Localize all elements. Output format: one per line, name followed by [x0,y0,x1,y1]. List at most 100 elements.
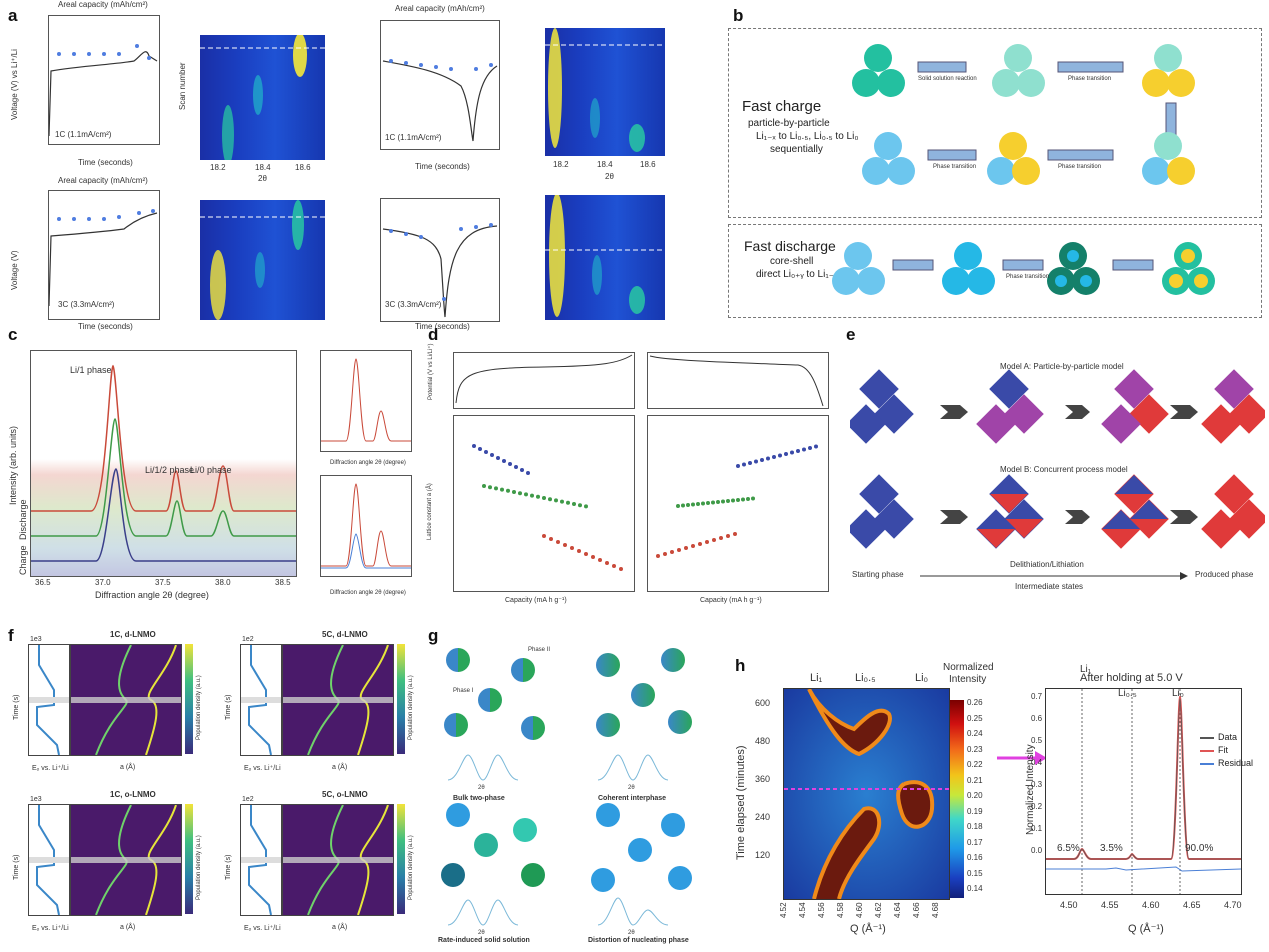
f-xlabel-a: a (Å) [332,764,348,771]
a-voltage-plot-1c-discharge [380,20,500,150]
h-ytick: 240 [755,812,771,822]
f-xlabel-a: a (Å) [120,764,136,771]
a-rate-3c-2: 3C (3.3mA/cm²) [385,300,442,309]
b-arrow-label-5: Phase transition [1006,274,1050,280]
h-colorbar [950,700,964,898]
a-voltage-plot-3c-charge [48,190,160,320]
f-subplot-title: 5C, o-LNMO [322,790,368,799]
a-rate-1c-2: 1C (1.1mA/cm²) [385,133,442,142]
a-top-axis-2: Areal capacity (mAh/cm²) [395,4,485,13]
c-xtick-1: 36.5 [35,578,51,587]
panel-e: Model A: Particle-by-particle model Mode… [850,340,1265,615]
d-lattice-charge [453,415,635,592]
f-cbar-label: Population density (a.u.) [408,835,414,900]
e-starting: Starting phase [852,570,904,579]
h-arrow [997,751,1047,765]
panel-a: Areal capacity (mAh/cm²) Voltage (V) vs … [0,0,725,331]
e-model-b: Model B: Concurrent process model [1000,465,1128,474]
f-multiplier: 1e2 [242,636,254,643]
c-xtick-5: 38.5 [275,578,291,587]
h-right-ytick: 0.1 [1031,824,1043,833]
g-xlabel-2: 2θ [628,785,635,791]
a-rate-3c: 3C (3.3mA/cm²) [58,300,115,309]
a-xlabel-time-3: Time (seconds) [78,322,133,331]
h-ytick: 120 [755,850,771,860]
h-cbar-title-2: Intensity [949,674,987,685]
panel-label-g: g [428,626,439,645]
f-voltage-trace [28,804,70,916]
h-ylabel: Time elapsed (minutes) [735,745,747,860]
f-ylabel: Time (s) [225,694,232,720]
f-xlabel-e: Eₒ vs. Li⁺/Li [244,925,281,932]
c-inset-xlabel-2: Diffraction angle 2θ (degree) [330,590,406,596]
h-right-xtick: 4.60 [1142,900,1160,910]
h-cbar-tick: 0.16 [967,853,983,862]
f-colorbar [185,804,193,914]
a-2theta-tick-1: 18.2 [210,163,226,172]
a-rate-1c: 1C (1.1mA/cm²) [55,130,112,139]
h-cbar-tick: 0.17 [967,837,983,847]
a-xlabel-time-2: Time (seconds) [415,162,470,171]
h-xtick: 4.58 [836,902,845,918]
d-xlabel-1: Capacity (mA h g⁻¹) [505,597,567,604]
h-legend-label: Data [1218,732,1238,742]
f-voltage-trace [240,804,282,916]
a-2theta-tick-5: 18.4 [597,160,613,169]
f-cbar-label: Population density (a.u.) [408,675,414,740]
f-xlabel-e: Eₒ vs. Li⁺/Li [244,765,281,772]
h-cbar-title-1: Normalized [943,662,994,673]
b-discharge-title: Fast discharge [744,238,836,254]
h-xtick: 4.56 [817,902,826,918]
f-colorbar [185,644,193,754]
h-right-xtick: 4.70 [1224,900,1242,910]
f-multiplier: 1e3 [30,796,42,803]
h-cbar-tick: 0.24 [967,729,983,738]
h-cbar-tick: 0.26 [967,698,983,707]
h-heatmap [783,688,950,900]
h-legend-swatch [1200,750,1214,752]
b-discharge-sub2: direct Li₀₊ᵧ to Li₁₋ₓ [756,269,838,280]
b-fast-discharge-box [728,224,1262,318]
c-phase-3: Li/0 phase [190,465,232,475]
f-xlabel-e: Eₒ vs. Li⁺/Li [32,765,69,772]
h-cbar-tick: 0.20 [967,791,983,800]
h-phase-1: Li₁ [810,672,823,684]
d-ylabel-bottom: Lattice constant a (Å) [427,483,433,540]
f-ylabel: Time (s) [13,694,20,720]
d-ylabel-top: Potential (V vs Li/Li⁺) [428,343,434,400]
h-right-xtick: 4.65 [1183,900,1201,910]
b-arrow-label-4: Phase transition [1058,164,1102,170]
d-lattice-discharge [647,415,829,592]
c-side-charge: Charge [18,545,28,575]
h-title: After holding at 5.0 V [1080,672,1183,684]
f-voltage-trace [240,644,282,756]
a-top-axis-1: Areal capacity (mAh/cm²) [58,0,148,9]
f-population-map [70,644,182,756]
b-discharge-sub1: core-shell [770,256,814,267]
h-right-ytick: 0.3 [1031,780,1043,789]
h-right-ytick: 0.2 [1031,802,1043,811]
f-xlabel-a: a (Å) [332,924,348,931]
f-population-map [70,804,182,916]
h-phase-2: Li₀.₅ [855,672,876,684]
h-legend-entry: Residual [1200,758,1255,770]
b-arrow-label-2: Phase transition [1068,76,1112,82]
h-cbar-tick: 0.19 [967,806,983,816]
h-right-ytick: 0.6 [1031,714,1043,723]
g-label-2: Coherent interphase [598,795,667,802]
panel-label-b: b [733,6,744,25]
e-produced: Produced phase [1195,570,1254,579]
h-xtick: 4.68 [931,902,940,918]
g-label-4: Distortion of nucleating phase [588,937,689,944]
c-xtick-3: 37.5 [155,578,171,587]
panel-label-f: f [8,626,14,645]
f-xlabel-a: a (Å) [120,924,136,931]
g-label-1: Bulk two-phase [453,795,505,802]
h-right-ytick: 0.7 [1031,692,1043,701]
d-potential-discharge [647,352,829,409]
c-xlabel: Diffraction angle 2θ (degree) [95,590,209,600]
h-phase-3: Li₀ [915,672,929,684]
a-2theta-label-2: 2θ [605,172,614,181]
h-legend-entry: Fit [1200,745,1255,757]
a-2theta-tick-2: 18.4 [255,163,271,172]
